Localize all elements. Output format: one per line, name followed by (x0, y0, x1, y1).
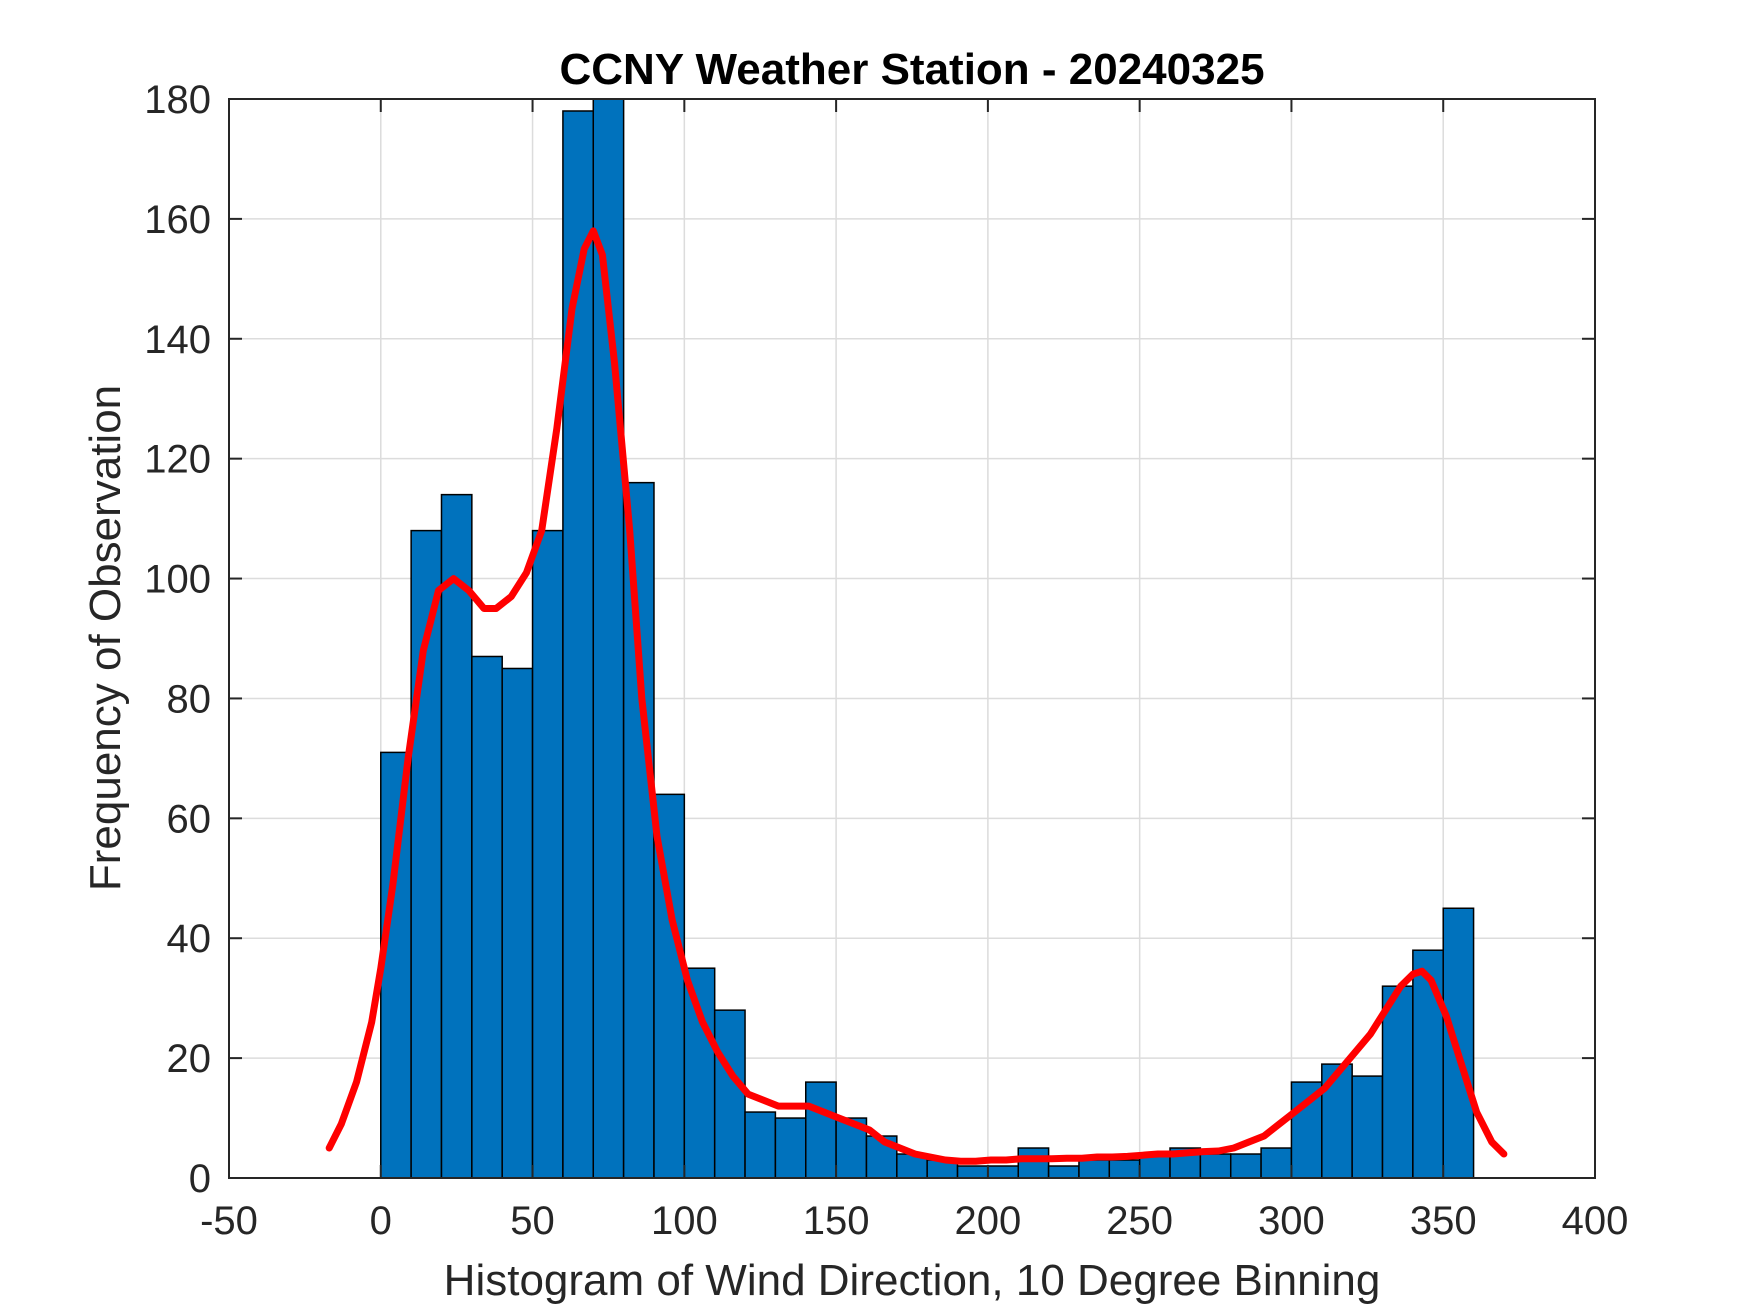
histogram-bar (774, 1117, 807, 1179)
y-axis-label: Frequency of Observation (81, 385, 130, 891)
y-tick-label: 40 (167, 917, 212, 961)
histogram-bar (805, 1081, 837, 1179)
histogram-bar (1351, 1075, 1384, 1179)
y-tick-label: 160 (144, 198, 211, 242)
histogram-bars (380, 98, 1475, 1179)
histogram-bar (956, 1165, 989, 1179)
x-tick-label: 150 (803, 1199, 870, 1243)
x-tick-label: 100 (651, 1199, 718, 1243)
axis-ticks (228, 98, 1596, 1179)
histogram-bar (592, 98, 625, 1179)
y-tick-label: 140 (144, 318, 211, 362)
y-tick-labels: 0 20 40 60 80 100 120 140 160 180 (144, 78, 211, 1201)
histogram-bar (531, 529, 564, 1179)
x-tick-label: 300 (1258, 1199, 1325, 1243)
histogram-bar (713, 1009, 746, 1179)
histogram-bar (440, 493, 473, 1179)
y-tick-label: 60 (167, 797, 212, 841)
y-tick-label: 180 (144, 78, 211, 122)
x-tick-label: 0 (370, 1199, 392, 1243)
y-tick-label: 100 (144, 558, 211, 602)
histogram-bar (380, 751, 412, 1179)
x-axis-label: Histogram of Wind Direction, 10 Degree B… (444, 1256, 1381, 1305)
histogram-bar (1047, 1165, 1080, 1179)
density-curve (325, 227, 1508, 1165)
histogram-bar (1108, 1159, 1141, 1179)
histogram-bar (1017, 1147, 1050, 1179)
histogram-bar (1412, 949, 1444, 1179)
histogram-bar (1381, 985, 1414, 1179)
x-tick-label: 400 (1562, 1199, 1629, 1243)
histogram-bar (1260, 1147, 1293, 1179)
histogram-bar (501, 667, 534, 1179)
x-tick-label: 50 (510, 1199, 555, 1243)
x-tick-label: 250 (1106, 1199, 1173, 1243)
chart-title: CCNY Weather Station - 20240325 (559, 45, 1264, 94)
histogram-bar (1229, 1153, 1262, 1179)
histogram-bar (471, 655, 503, 1179)
y-tick-label: 80 (167, 677, 212, 721)
histogram-bar (1199, 1153, 1232, 1179)
plot-frame (228, 98, 1596, 1179)
histogram-bar (1078, 1159, 1111, 1179)
y-tick-label: 120 (144, 438, 211, 482)
histogram-bar (683, 967, 716, 1179)
x-tick-label: -50 (200, 1199, 258, 1243)
histogram-bar (744, 1111, 777, 1179)
y-tick-label: 0 (189, 1157, 211, 1201)
x-tick-labels: -50 0 50 100 150 200 250 300 350 400 (200, 1199, 1628, 1243)
grid-lines (228, 98, 1596, 1179)
histogram-bar (622, 481, 655, 1179)
histogram-bar (987, 1165, 1019, 1179)
y-tick-label: 20 (167, 1037, 212, 1081)
x-tick-label: 350 (1410, 1199, 1477, 1243)
x-tick-label: 200 (955, 1199, 1022, 1243)
